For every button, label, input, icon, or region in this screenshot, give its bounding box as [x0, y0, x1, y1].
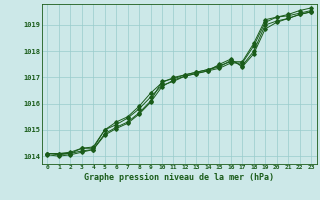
X-axis label: Graphe pression niveau de la mer (hPa): Graphe pression niveau de la mer (hPa): [84, 173, 274, 182]
